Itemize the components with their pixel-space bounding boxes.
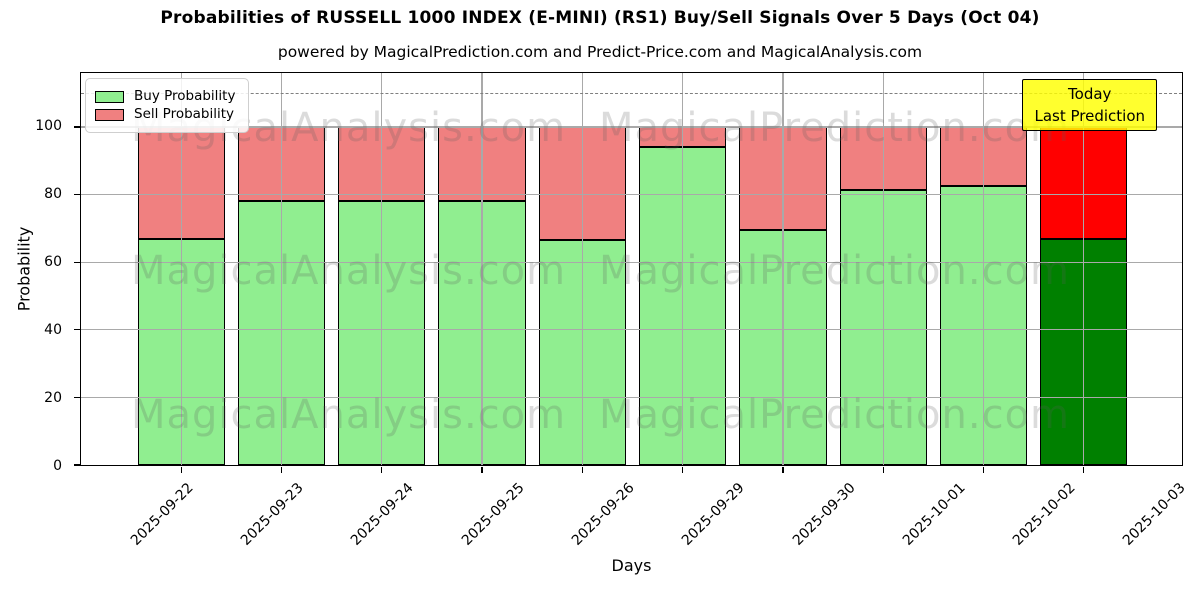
x-tick-mark [782, 467, 784, 473]
threshold-dashed-line [81, 93, 1182, 95]
today-annotation: Today Last Prediction [1022, 79, 1157, 131]
y-tick-label: 80 [44, 186, 62, 203]
x-tick-mark [982, 467, 985, 473]
gridline-h [81, 329, 1182, 331]
legend-item-buy: Buy Probability [95, 89, 235, 104]
x-tick-label: 2025-10-02 [1009, 480, 1079, 549]
legend-label-buy: Buy Probability [134, 88, 236, 104]
annotation-line1: Today [1068, 85, 1112, 103]
x-tick-mark [180, 467, 182, 473]
x-tick-label: 2025-09-29 [679, 480, 748, 549]
y-tick-label: 40 [44, 322, 62, 339]
gridline-h [81, 261, 1182, 263]
x-tick-mark [280, 467, 283, 473]
bar-slot [532, 73, 632, 473]
bar-slot [632, 73, 732, 473]
x-tick-mark [882, 467, 884, 473]
x-tick-mark [381, 467, 383, 473]
x-tick-mark [581, 467, 583, 473]
chart-subtitle: powered by MagicalPrediction.com and Pre… [277, 43, 923, 61]
x-tick-label: 2025-09-22 [127, 480, 197, 549]
x-tick-label: 2025-10-01 [899, 480, 969, 549]
x-tick-label: 2025-09-25 [458, 480, 528, 549]
bar-slot [332, 73, 432, 473]
bar-slot [733, 73, 833, 473]
x-tick-mark [481, 467, 483, 473]
gridline-v [280, 73, 283, 465]
bar-slot [432, 73, 532, 473]
x-tick-label: 2025-09-26 [568, 480, 638, 549]
y-axis-ticks: 0 20 40 60 80 100 [0, 72, 74, 474]
gridline-v [882, 73, 884, 465]
gridline-v [381, 73, 383, 465]
gridline-v [982, 73, 985, 465]
bar-slot [131, 73, 231, 473]
gridline-v [682, 73, 684, 465]
gridline-v [180, 73, 182, 465]
y-tick-mark [74, 329, 80, 331]
y-tick-label: 100 [35, 118, 62, 135]
y-tick-mark [74, 464, 80, 466]
watermark-text: MagicalAnalysis.com [131, 392, 567, 438]
bars-layer [81, 73, 1182, 473]
gridline-h [81, 396, 1182, 399]
y-tick-label: 20 [44, 390, 62, 407]
x-tick-label: 2025-09-24 [348, 480, 418, 549]
gridline-h [81, 126, 1182, 128]
x-tick-label: 2025-10-03 [1120, 480, 1190, 549]
gridline-v [1083, 73, 1085, 465]
legend-label-sell: Sell Probability [134, 106, 235, 122]
watermark-text: MagicalPrediction.com [599, 105, 1070, 151]
watermark-text: MagicalPrediction.com [599, 392, 1070, 438]
y-tick-label: 0 [53, 458, 62, 474]
bar-slot [933, 73, 1033, 473]
legend-swatch-sell-icon [95, 108, 124, 121]
y-tick-mark [74, 194, 80, 196]
x-axis-label: Days [611, 556, 652, 575]
legend-item-sell: Sell Probability [95, 107, 235, 122]
bar-slot [231, 73, 331, 473]
x-tick-label: 2025-09-23 [237, 480, 307, 549]
gridlines-layer [74, 73, 1182, 466]
gridline-v [782, 73, 784, 465]
watermark-text: MagicalAnalysis.com [131, 248, 567, 294]
chart-title: Probabilities of RUSSELL 1000 INDEX (E-M… [160, 8, 1040, 28]
x-tick-mark [682, 467, 684, 473]
bar-slot [1034, 73, 1134, 473]
bar-slot [833, 73, 933, 473]
y-tick-mark [74, 126, 80, 128]
gridline-v [581, 73, 583, 465]
x-tick-label: 2025-09-30 [789, 480, 859, 549]
y-tick-label: 60 [44, 254, 62, 271]
annotation-line2: Last Prediction [1034, 107, 1145, 125]
gridline-v [481, 73, 483, 465]
legend: Buy Probability Sell Probability [85, 78, 250, 133]
watermark-text: MagicalPrediction.com [599, 248, 1070, 294]
y-tick-mark [74, 261, 80, 263]
plot-area: MagicalAnalysis.com MagicalPrediction.com… [74, 72, 1183, 473]
legend-swatch-buy-icon [95, 90, 124, 103]
y-tick-mark [74, 396, 80, 399]
gridline-h [81, 194, 1182, 196]
x-tick-mark [1083, 467, 1085, 473]
